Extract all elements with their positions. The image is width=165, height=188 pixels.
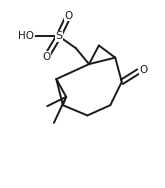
Text: HO: HO [18, 31, 34, 41]
Text: O: O [139, 65, 148, 75]
Text: S: S [55, 31, 62, 41]
Text: O: O [42, 52, 51, 62]
Text: O: O [65, 11, 73, 21]
